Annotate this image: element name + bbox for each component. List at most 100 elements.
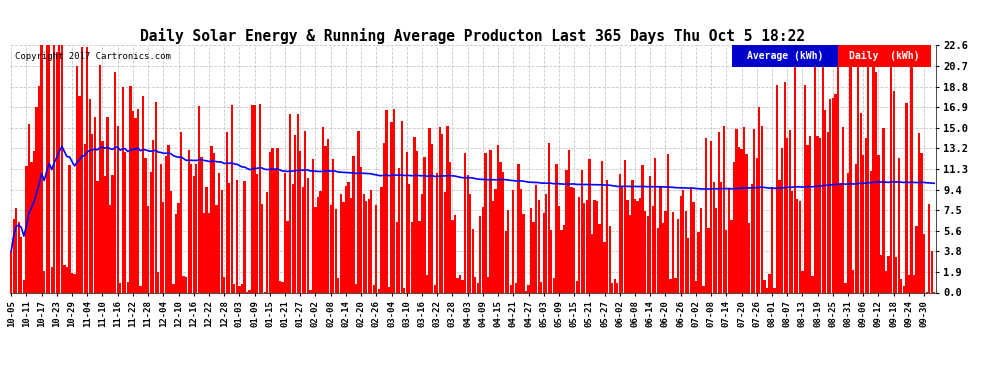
Bar [923,234,926,292]
Bar [489,150,492,292]
Bar [525,291,527,292]
Bar [852,270,854,292]
Bar [695,281,697,292]
Bar [91,134,93,292]
Bar [320,191,322,292]
Bar [928,204,931,292]
Bar [728,188,730,292]
Bar [629,215,631,292]
Bar [448,162,451,292]
Bar [83,144,86,292]
Bar [343,202,345,292]
Bar [530,208,533,292]
Bar [469,194,471,292]
Bar [297,114,299,292]
Bar [365,201,367,292]
Bar [507,210,510,292]
Bar [256,174,258,292]
Bar [250,105,253,292]
Bar [421,195,423,292]
Bar [408,184,411,292]
Bar [231,105,233,292]
Bar [520,189,522,292]
Bar [837,45,840,292]
Bar [624,160,626,292]
Bar [872,45,874,292]
Bar [152,140,154,292]
Bar [124,152,127,292]
Bar [563,225,565,292]
Bar [456,278,458,292]
Bar [398,168,400,292]
Bar [690,187,692,292]
Bar [783,82,786,292]
Bar [639,198,642,292]
Bar [299,151,301,292]
Bar [875,72,877,292]
Bar [659,186,661,292]
Bar [588,159,590,292]
Bar [634,199,637,292]
Bar [41,45,43,292]
Bar [327,139,330,292]
Bar [550,230,552,292]
Bar [512,190,515,292]
Bar [388,287,390,292]
Bar [900,279,903,292]
Bar [112,175,114,292]
Bar [844,283,846,292]
Bar [517,164,520,292]
Bar [349,198,352,292]
Bar [771,187,773,292]
Bar [535,185,538,292]
Bar [99,65,101,292]
Bar [674,278,677,292]
Bar [221,190,223,292]
Bar [58,45,60,292]
Bar [898,158,900,292]
Bar [705,138,707,292]
Bar [322,127,325,292]
Bar [832,98,834,292]
Bar [106,117,109,292]
Bar [241,285,244,292]
Bar [768,274,770,292]
Bar [487,277,489,292]
Bar [822,63,824,292]
Bar [621,187,624,292]
Bar [644,211,646,292]
Bar [669,279,671,292]
Bar [846,173,849,292]
Bar [637,201,639,292]
Bar [864,138,867,292]
Bar [799,201,801,292]
Bar [370,190,372,292]
Bar [789,130,791,292]
Bar [824,110,827,292]
Bar [375,205,377,292]
Bar [253,105,255,292]
Bar [557,206,560,292]
Bar [367,199,370,292]
Bar [239,286,241,292]
Bar [908,275,910,292]
Bar [228,183,231,292]
Bar [167,145,169,292]
Bar [642,165,644,292]
Bar [362,194,365,292]
Bar [882,128,885,292]
Bar [609,226,611,292]
Bar [137,109,140,292]
Bar [804,85,806,292]
Bar [575,281,578,292]
Bar [814,50,816,292]
Bar [294,135,296,292]
Bar [302,187,304,292]
Bar [177,202,180,292]
Bar [476,284,479,292]
Bar [205,187,208,292]
Bar [555,164,557,292]
Bar [591,234,593,292]
Bar [403,288,405,292]
Bar [677,219,679,292]
